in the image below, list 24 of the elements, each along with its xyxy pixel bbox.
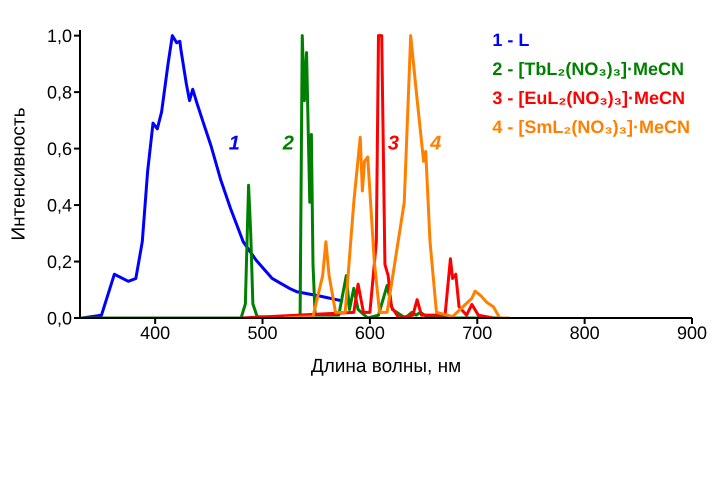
x-tick-label: 900: [676, 322, 708, 343]
x-tick-label: 500: [248, 322, 278, 343]
y-axis-title: Интенсивность: [8, 107, 30, 241]
y-tick-label: 0,0: [46, 308, 72, 328]
y-tick-label: 0,4: [46, 195, 72, 216]
text: 2 - [TbL₂(NO₃)₃]·MeCN: [492, 58, 685, 81]
annotation: 2: [282, 132, 294, 155]
x-tick-label: 800: [570, 322, 600, 343]
y-tick-label: 0,6: [46, 138, 72, 159]
annotation: 1: [228, 132, 240, 155]
text: 1 - L: [492, 29, 530, 52]
annotation: 4: [429, 132, 442, 155]
y-tick-label: 1,0: [46, 26, 72, 46]
x-tick-label: 400: [140, 322, 170, 343]
x-tick-label: 600: [354, 322, 385, 343]
x-tick-label: 700: [462, 322, 492, 343]
text: 3 - [EuL₂(NO₃)₃]·MeCN: [492, 87, 686, 110]
line-series: [282, 34, 511, 318]
y-tick-label: 0,8: [46, 82, 72, 103]
line-series: [80, 34, 345, 318]
x-axis-title: Длина волны, нм: [310, 356, 462, 377]
text: 4 - [SmL₂(NO₃)₃]·MeCN: [492, 116, 690, 139]
y-tick-label: 0,2: [46, 252, 72, 272]
annotation: 3: [388, 132, 400, 155]
